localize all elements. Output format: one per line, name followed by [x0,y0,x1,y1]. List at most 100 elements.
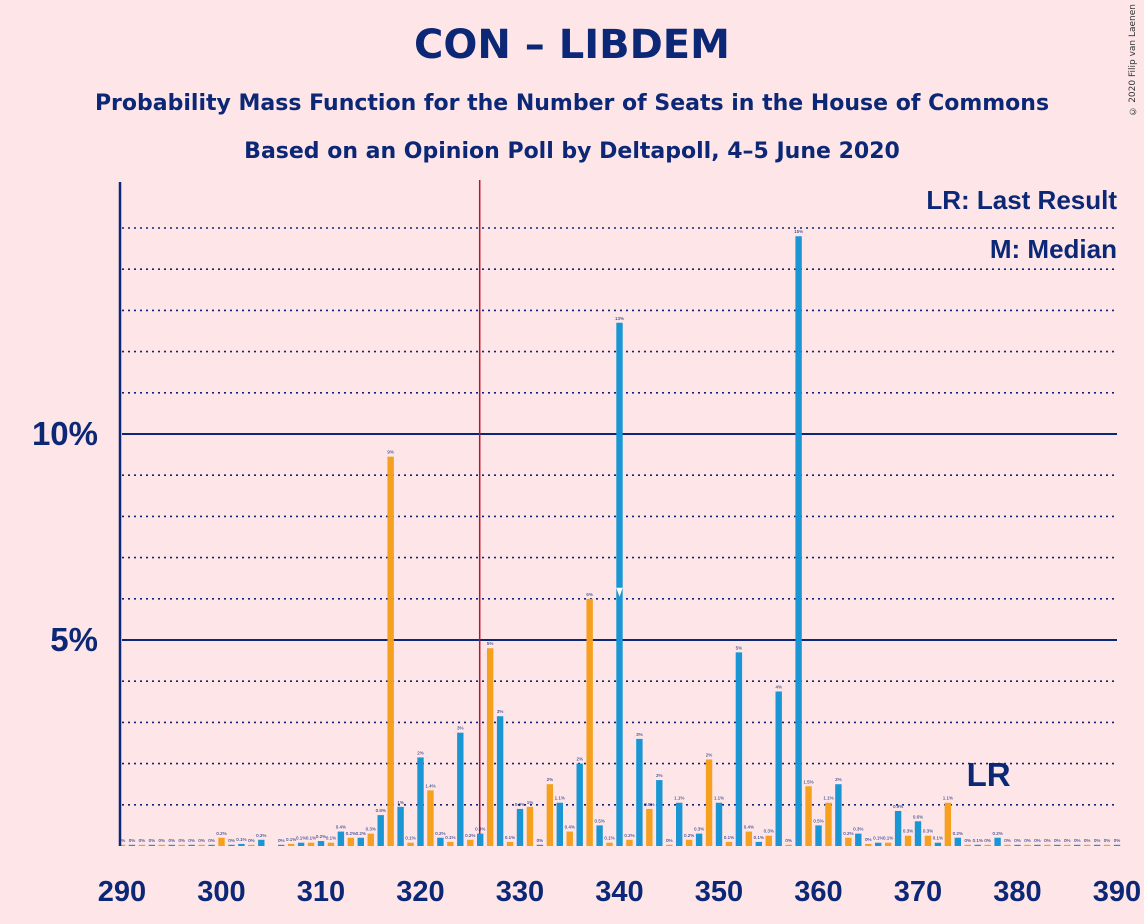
bar-blue [228,844,235,846]
bar-blue [1034,844,1041,846]
x-tick-label: 380 [993,876,1041,908]
bar-orange [526,806,534,846]
bar-blue [576,763,583,846]
x-tick-label: 360 [794,876,842,908]
chart-subtitle: Probability Mass Function for the Number… [94,91,1050,116]
data-label: 0.9% [515,802,525,807]
data-label: 0% [129,838,136,843]
data-label: 0% [139,838,146,843]
y-tick-label: 5% [50,621,98,658]
x-tick-label: 320 [396,876,444,908]
data-label: 0.2% [843,831,853,836]
bar-orange [407,842,414,846]
data-label: 0% [1094,838,1101,843]
data-label: 0.3% [903,829,913,834]
data-label: 0% [1004,838,1011,843]
bar-blue [715,802,723,846]
bar-orange [765,835,772,846]
bar-blue [377,815,384,846]
x-tick-label: 340 [595,876,643,908]
bar-orange [785,844,792,846]
bar-orange [1044,844,1051,846]
bar-blue [188,844,195,846]
data-label: 0% [188,838,195,843]
bar-blue [596,825,603,846]
bar-blue [128,844,136,846]
data-label: 0.1% [933,836,943,841]
data-label: 6% [586,592,593,597]
bar-orange [367,833,374,846]
bar-orange [327,842,335,846]
bar-blue [516,808,524,846]
data-label: 0.1% [405,836,415,841]
data-label: 0.2% [624,833,634,838]
data-label: 0% [984,838,991,843]
bar-blue [775,691,782,846]
bar-orange [745,831,753,846]
data-label: 2% [576,757,583,762]
bar-orange [845,837,852,846]
data-label: 0.1% [296,836,306,841]
bar-blue [258,839,265,846]
bar-orange [287,843,295,846]
data-label: 0% [248,838,255,843]
bar-orange [1064,844,1071,846]
bar-orange [506,841,514,846]
bar-blue [1054,844,1061,846]
bar-blue [914,821,922,846]
data-label: 0% [964,838,971,843]
bar-blue [795,236,802,847]
bar-blue [656,780,663,846]
data-label: 0.3% [923,829,933,834]
data-label: 1.1% [714,796,724,801]
data-label: 1.1% [823,796,833,801]
bar-blue [536,844,544,846]
data-label: 0% [159,838,166,843]
data-label: 0.2% [216,831,226,836]
data-label: 0.2% [465,833,475,838]
data-label: 15% [794,229,803,234]
data-label: 0.1% [883,836,893,841]
y-tick-label: 10% [32,415,98,452]
data-label: 0.3% [366,827,376,832]
data-label: 2% [417,750,424,755]
data-label: 0% [537,838,544,843]
bar-orange [685,839,693,846]
data-label: 0.2% [316,834,326,839]
bar-orange [825,802,832,846]
data-label: 0% [278,838,285,843]
bar-blue [1093,844,1101,846]
data-label: 0.1% [445,835,455,840]
data-label: 0% [1024,838,1031,843]
bar-blue [496,716,504,846]
bar-blue [994,837,1001,846]
data-label: 1.1% [674,796,684,801]
data-label: 0.4% [744,825,754,830]
data-label: 9% [387,450,394,455]
bar-orange [138,844,146,846]
data-label: 0.9% [644,802,654,807]
bar-orange [1083,844,1091,846]
bar-blue [636,738,643,846]
bar-blue [238,843,245,846]
data-label: 0% [1084,838,1091,843]
data-label: 1.4% [425,783,435,788]
x-tick-label: 300 [197,876,245,908]
data-label: 0.3% [853,827,863,832]
data-label: 0.2% [346,831,356,836]
axes: 5% 10% 290 300 310 320 330 340 350 360 370 380 390 LR [32,182,1141,908]
last-result-marker: LR [967,756,1011,793]
bar-blue [815,825,822,846]
data-label: 4% [775,685,782,690]
bar-blue [357,837,364,846]
bar-orange [447,841,454,846]
chart-title: CON – LIBDEM [414,22,730,68]
x-tick-label: 310 [297,876,345,908]
bar-blue [934,842,942,846]
bar-orange [486,648,494,846]
data-label: 0% [666,838,673,843]
bar-orange [158,844,165,846]
data-label: 3% [636,732,643,737]
legend-last-result: LR: Last Result [926,185,1117,215]
